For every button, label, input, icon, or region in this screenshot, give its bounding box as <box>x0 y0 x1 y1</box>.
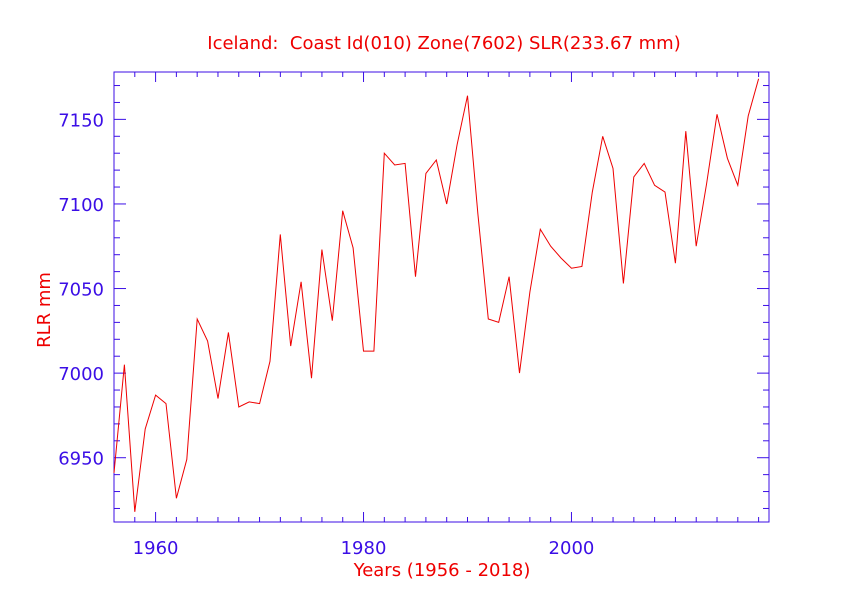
x-tick-label: 1980 <box>341 538 387 559</box>
y-tick-label: 7050 <box>58 280 104 301</box>
axis-tick-labels: 1960 1980 2000 6950 7000 7050 7100 7150 <box>58 110 594 559</box>
x-tick-label: 2000 <box>549 538 595 559</box>
axis-ticks <box>113 72 769 522</box>
y-tick-label: 6950 <box>58 449 104 470</box>
plot-frame <box>113 71 770 523</box>
x-axis-title: Years (1956 - 2018) <box>353 560 531 581</box>
y-tick-label: 7000 <box>58 364 104 385</box>
y-tick-label: 7150 <box>58 110 104 131</box>
x-tick-label: 1960 <box>133 538 179 559</box>
chart-title: Iceland: Coast Id(010) Zone(7602) SLR(23… <box>207 33 680 54</box>
y-axis-title: RLR mm <box>34 272 55 348</box>
series-line <box>113 78 760 512</box>
y-tick-label: 7100 <box>58 195 104 216</box>
